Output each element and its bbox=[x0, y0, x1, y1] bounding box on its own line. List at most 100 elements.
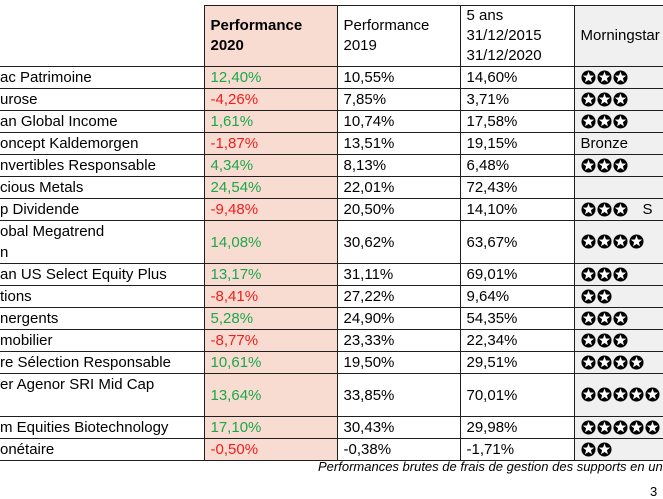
morningstar-star-icon bbox=[580, 234, 596, 249]
performance-2020-value: -8,41% bbox=[210, 288, 259, 305]
fund-row: m Equities Biotechnology 17,10% 30,43% 29,9… bbox=[0, 416, 663, 439]
morningstar-star-icon bbox=[644, 387, 660, 402]
morningstar-star-icon bbox=[612, 419, 628, 435]
morningstar-rating-cell bbox=[573, 373, 663, 417]
performance-2020-value: 13,64% bbox=[210, 386, 262, 404]
morningstar-star-icon bbox=[612, 157, 628, 173]
morningstar-star-icon bbox=[580, 157, 596, 173]
header-5-years-period: 5 ans 31/12/2015 31/12/2020 bbox=[459, 5, 575, 67]
morningstar-rating-cell bbox=[573, 176, 663, 199]
morningstar-star-icon bbox=[580, 332, 596, 348]
fund-name-cell: nvertibles Responsable bbox=[0, 154, 205, 177]
fund-name-cell: mobilier bbox=[0, 329, 205, 352]
morningstar-star-icon bbox=[596, 201, 612, 217]
morningstar-rating-cell bbox=[573, 307, 663, 330]
fund-name-cell: an US Select Equity Plus bbox=[0, 263, 205, 286]
morningstar-star-icon bbox=[596, 419, 612, 435]
performance-2019-cell: 10,55% bbox=[336, 66, 461, 89]
fund-row: an Global Income 1,61% 10,74% 17,58% bbox=[0, 110, 663, 133]
header-row: Performance 2020 Performance 2019 5 ans … bbox=[0, 5, 663, 67]
morningstar-star-icon bbox=[580, 91, 596, 107]
performance-2019-cell: 30,43% bbox=[336, 416, 461, 439]
performance-2019-cell: 7,85% bbox=[336, 88, 461, 111]
morningstar-star-icon bbox=[628, 354, 644, 370]
performance-2020-value: -0,50% bbox=[210, 441, 259, 458]
performance-2020-value: 13,17% bbox=[210, 266, 262, 283]
page-number: 3 bbox=[650, 484, 658, 499]
performance-2020-cell: -0,50% bbox=[203, 438, 338, 461]
morningstar-star-icon bbox=[580, 419, 596, 435]
performance-5-years-cell: 70,01% bbox=[459, 373, 575, 417]
morningstar-star-icon bbox=[612, 113, 628, 129]
performance-2020-value: 12,40% bbox=[210, 69, 262, 86]
fund-name-cell: er Agenor SRI Mid Cap bbox=[0, 373, 205, 417]
fund-name-cell: ac Patrimoine bbox=[0, 66, 205, 89]
performance-2020-cell: 13,64% bbox=[203, 373, 338, 417]
fund-name-cell: onétaire bbox=[0, 438, 205, 461]
performance-2020-cell: 24,54% bbox=[203, 176, 338, 199]
performance-2019-cell: 10,74% bbox=[336, 110, 461, 133]
fund-row: tions -8,41% 27,22% 9,64% bbox=[0, 285, 663, 308]
morningstar-star-icon bbox=[596, 234, 612, 249]
morningstar-rating-cell bbox=[573, 416, 663, 439]
performance-2020-cell: 17,10% bbox=[203, 416, 338, 439]
performance-5-years-cell: 14,60% bbox=[459, 66, 575, 89]
morningstar-star-icon bbox=[596, 266, 612, 282]
fund-name-cell: nergents bbox=[0, 307, 205, 330]
performance-5-years-cell: 6,48% bbox=[459, 154, 575, 177]
performance-2020-cell: 12,40% bbox=[203, 66, 338, 89]
performance-2020-cell: -9,48% bbox=[203, 198, 338, 221]
morningstar-rating-cell bbox=[573, 88, 663, 111]
fund-name-cell: obal Megatrend n bbox=[0, 220, 205, 264]
morningstar-rating-cell bbox=[573, 351, 663, 374]
performance-2020-cell: 13,17% bbox=[203, 263, 338, 286]
morningstar-rating-cell bbox=[573, 285, 663, 308]
fund-row: mobilier -8,77% 23,33% 22,34% bbox=[0, 329, 663, 352]
fund-row: nvertibles Responsable 4,34% 8,13% 6,48% bbox=[0, 154, 663, 177]
performance-2020-cell: -4,26% bbox=[203, 88, 338, 111]
performance-2019-cell: 24,90% bbox=[336, 307, 461, 330]
morningstar-star-icon bbox=[596, 288, 612, 304]
performance-5-years-cell: 29,51% bbox=[459, 351, 575, 374]
performance-2020-value: -9,48% bbox=[210, 201, 259, 218]
fund-name-cell: oncept Kaldemorgen bbox=[0, 132, 205, 155]
performance-2020-value: -4,26% bbox=[210, 91, 259, 108]
morningstar-star-icon bbox=[612, 234, 628, 249]
morningstar-star-icon bbox=[596, 113, 612, 129]
performance-5-years-cell: 22,34% bbox=[459, 329, 575, 352]
performance-2019-cell: 22,01% bbox=[336, 176, 461, 199]
morningstar-rating-cell bbox=[573, 154, 663, 177]
performance-2020-cell: -1,87% bbox=[203, 132, 338, 155]
morningstar-star-icon bbox=[580, 310, 596, 326]
fund-table-body: ac Patrimoine 12,40% 10,55% 14,60% urose -4,2… bbox=[0, 66, 663, 461]
performance-5-years-cell: -1,71% bbox=[459, 438, 575, 461]
fund-row: urose -4,26% 7,85% 3,71% bbox=[0, 88, 663, 111]
performance-2020-cell: 10,61% bbox=[203, 351, 338, 374]
morningstar-star-icon bbox=[580, 288, 596, 304]
fund-row: an US Select Equity Plus 13,17% 31,11% 69,0… bbox=[0, 263, 663, 286]
header-fund-name bbox=[0, 5, 205, 67]
performance-5-years-cell: 63,67% bbox=[459, 220, 575, 264]
morningstar-rating-cell bbox=[573, 263, 663, 286]
morningstar-rating-cell: S bbox=[573, 198, 663, 221]
performance-2020-cell: -8,41% bbox=[203, 285, 338, 308]
performance-2020-value: 17,10% bbox=[210, 419, 262, 436]
morningstar-star-icon bbox=[580, 387, 596, 402]
morningstar-star-icon bbox=[596, 91, 612, 107]
morningstar-star-icon bbox=[612, 201, 628, 217]
performance-2020-value: 5,28% bbox=[210, 310, 254, 327]
morningstar-star-icon bbox=[628, 387, 644, 402]
morningstar-star-icon bbox=[628, 234, 644, 249]
performance-2019-cell: -0,38% bbox=[336, 438, 461, 461]
morningstar-star-icon bbox=[612, 91, 628, 107]
morningstar-star-icon bbox=[596, 441, 612, 457]
morningstar-star-icon bbox=[612, 354, 628, 370]
performance-2020-value: 1,61% bbox=[210, 113, 254, 130]
performance-5-years-cell: 3,71% bbox=[459, 88, 575, 111]
performance-2019-cell: 19,50% bbox=[336, 351, 461, 374]
morningstar-star-icon bbox=[596, 310, 612, 326]
fund-name-cell: cious Metals bbox=[0, 176, 205, 199]
morningstar-star-icon bbox=[612, 310, 628, 326]
performance-2019-cell: 20,50% bbox=[336, 198, 461, 221]
